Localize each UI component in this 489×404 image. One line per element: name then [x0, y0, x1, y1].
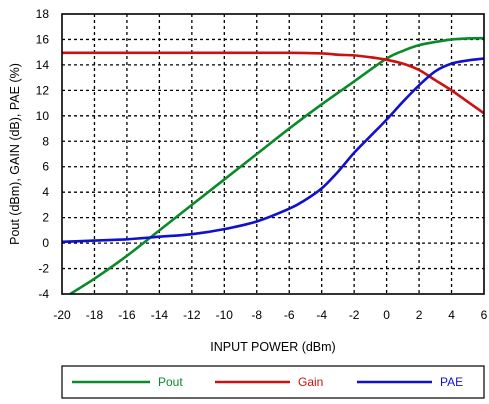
y-axis-label: Pout (dBm), GAIN (dB), PAE (%) [8, 63, 22, 245]
x-tick-label: -4 [316, 308, 327, 322]
x-tick-label: -10 [216, 308, 234, 322]
y-tick-label: 16 [36, 32, 50, 46]
x-tick-label: -12 [183, 308, 201, 322]
x-tick-label: -16 [118, 308, 136, 322]
series-lines [62, 36, 484, 294]
x-axis-label: INPUT POWER (dBm) [210, 340, 335, 354]
series-line-pae [62, 57, 484, 244]
series-line-gain [62, 51, 484, 115]
y-tick-labels: -4 -2 0 2 4 6 8 10 12 14 16 18 [36, 7, 50, 301]
x-tick-label: -18 [86, 308, 104, 322]
y-tick-label: 12 [36, 83, 50, 97]
x-tick-label: 6 [481, 308, 488, 322]
x-tick-label: -6 [284, 308, 295, 322]
y-tick-label: 14 [36, 58, 50, 72]
legend-label-gain: Gain [298, 375, 323, 389]
y-tick-label: 8 [42, 134, 49, 148]
y-tick-label: 4 [42, 185, 49, 199]
legend-label-pout: Pout [158, 375, 183, 389]
y-tick-label: -2 [38, 262, 49, 276]
x-tick-label: 4 [448, 308, 455, 322]
grid [62, 14, 484, 294]
y-tick-label: 2 [42, 211, 49, 225]
series-line-pout [69, 36, 484, 294]
y-tick-label: 10 [36, 109, 50, 123]
x-tick-label: 0 [383, 308, 390, 322]
legend: Pout Gain PAE [61, 365, 485, 399]
x-tick-label: -20 [53, 308, 71, 322]
y-tick-label: 18 [36, 7, 50, 21]
legend-label-pae: PAE [440, 375, 463, 389]
x-tick-label: 2 [416, 308, 423, 322]
y-tick-label: 6 [42, 160, 49, 174]
x-tick-label: -2 [349, 308, 360, 322]
y-tick-label: 0 [42, 236, 49, 250]
x-tick-labels: -20 -18 -16 -14 -12 -10 -8 -6 -4 -2 0 2 4 6 [53, 308, 487, 322]
x-tick-label: -8 [251, 308, 262, 322]
plot-frame [61, 13, 485, 295]
y-tick-label: -4 [38, 287, 49, 301]
x-tick-label: -14 [151, 308, 169, 322]
